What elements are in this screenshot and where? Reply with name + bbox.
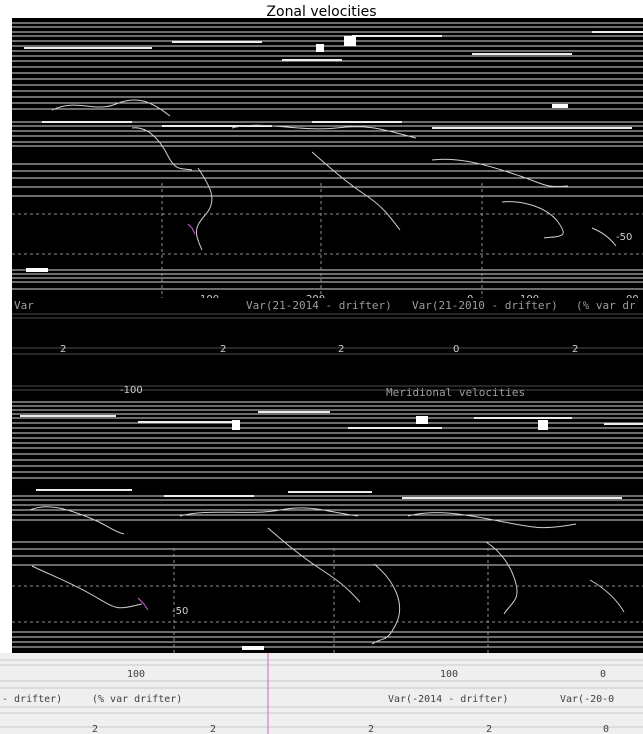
bottom-axis-tick-4: 2 — [486, 724, 492, 734]
middle-tick-4: 0 — [453, 344, 459, 355]
middle-panel-svg: Var Var(21-2014 - drifter) Var(21-2010 -… — [12, 298, 643, 398]
bottom-axis-tick-1: 2 — [92, 724, 98, 734]
top-contour-label: -50 — [616, 232, 632, 243]
bottom-lower-tick-2: 100 — [440, 669, 458, 680]
top-tick-4: 100 — [520, 294, 539, 298]
top-mid-variance-label: Var(21-2010 - drifter) — [412, 299, 558, 312]
middle-corner-label: -100 — [120, 385, 143, 396]
top-map-panel: -50 100 200 0 100 00 — [12, 18, 643, 298]
bottom-map-bright-bars — [20, 411, 643, 499]
bottom-axis-tick-3: 2 — [368, 724, 374, 734]
bottom-axis-ticks: 2 2 2 2 0 — [92, 724, 609, 734]
bottom-axis-tick-2: 2 — [210, 724, 216, 734]
middle-panel-lines — [12, 313, 643, 391]
bottom-lower-ticks: 100 100 0 — [127, 669, 606, 680]
bottom-right-variance-label: Var(-2014 - drifter) — [388, 694, 508, 705]
meridional-subtitle: Meridional velocities — [386, 386, 525, 398]
top-tick-5: 00 — [626, 294, 639, 298]
middle-tick-1: 2 — [60, 344, 66, 355]
middle-tick-3: 2 — [338, 344, 344, 355]
bottom-left-variance-label-2: (% var drifter) — [92, 694, 182, 705]
top-tick-2: 200 — [306, 294, 325, 298]
top-map-bright-bars — [24, 31, 643, 129]
bottom-contour-label: -50 — [172, 606, 188, 617]
bottom-lower-tick-3: 0 — [600, 669, 606, 680]
middle-ticks: 2 2 2 0 2 — [60, 344, 578, 355]
bottom-caption-lines — [0, 659, 643, 728]
top-map-magenta-artifact — [187, 223, 196, 235]
top-map-svg: -50 100 200 0 100 00 — [12, 18, 643, 298]
bottom-map-highlight-blocks — [232, 416, 548, 650]
bottom-map-noise — [12, 401, 643, 648]
bottom-caption-svg: 100 100 0 - drifter) (% var drifter) Var… — [0, 653, 643, 734]
top-right-variance-label: (% var dr — [576, 299, 636, 312]
top-left-variance-label: Var — [14, 299, 34, 312]
bottom-left-variance-label: - drifter) — [2, 694, 62, 705]
middle-panel: Var Var(21-2014 - drifter) Var(21-2010 -… — [12, 298, 643, 398]
top-map-gridlines — [12, 183, 643, 298]
top-map-continents — [51, 99, 617, 251]
top-tick-3: 0 — [467, 294, 473, 298]
bottom-lower-tick-1: 100 — [127, 669, 145, 680]
bottom-caption-strip: 100 100 0 - drifter) (% var drifter) Var… — [0, 653, 643, 734]
top-center-variance-label: Var(21-2014 - drifter) — [246, 299, 392, 312]
bottom-map-panel: -50 — [12, 398, 643, 653]
bottom-axis-tick-5: 0 — [603, 724, 609, 734]
bottom-variance-labels: - drifter) (% var drifter) Var(-2014 - d… — [2, 694, 614, 705]
middle-tick-5: 2 — [572, 344, 578, 355]
figure-title: Zonal velocities — [266, 4, 377, 20]
top-bottom-ticks: 100 200 0 100 00 — [200, 294, 639, 298]
middle-tick-2: 2 — [220, 344, 226, 355]
bottom-map-continents — [29, 506, 625, 645]
bottom-map-svg: -50 — [12, 398, 643, 653]
bottom-right-variance-label-2: Var(-20-0 — [560, 694, 614, 705]
top-tick-1: 100 — [200, 294, 219, 298]
top-map-highlight-blocks — [26, 36, 568, 272]
middle-top-labels: Var Var(21-2014 - drifter) Var(21-2010 -… — [14, 299, 636, 312]
bottom-map-magenta-artifact — [137, 597, 149, 611]
